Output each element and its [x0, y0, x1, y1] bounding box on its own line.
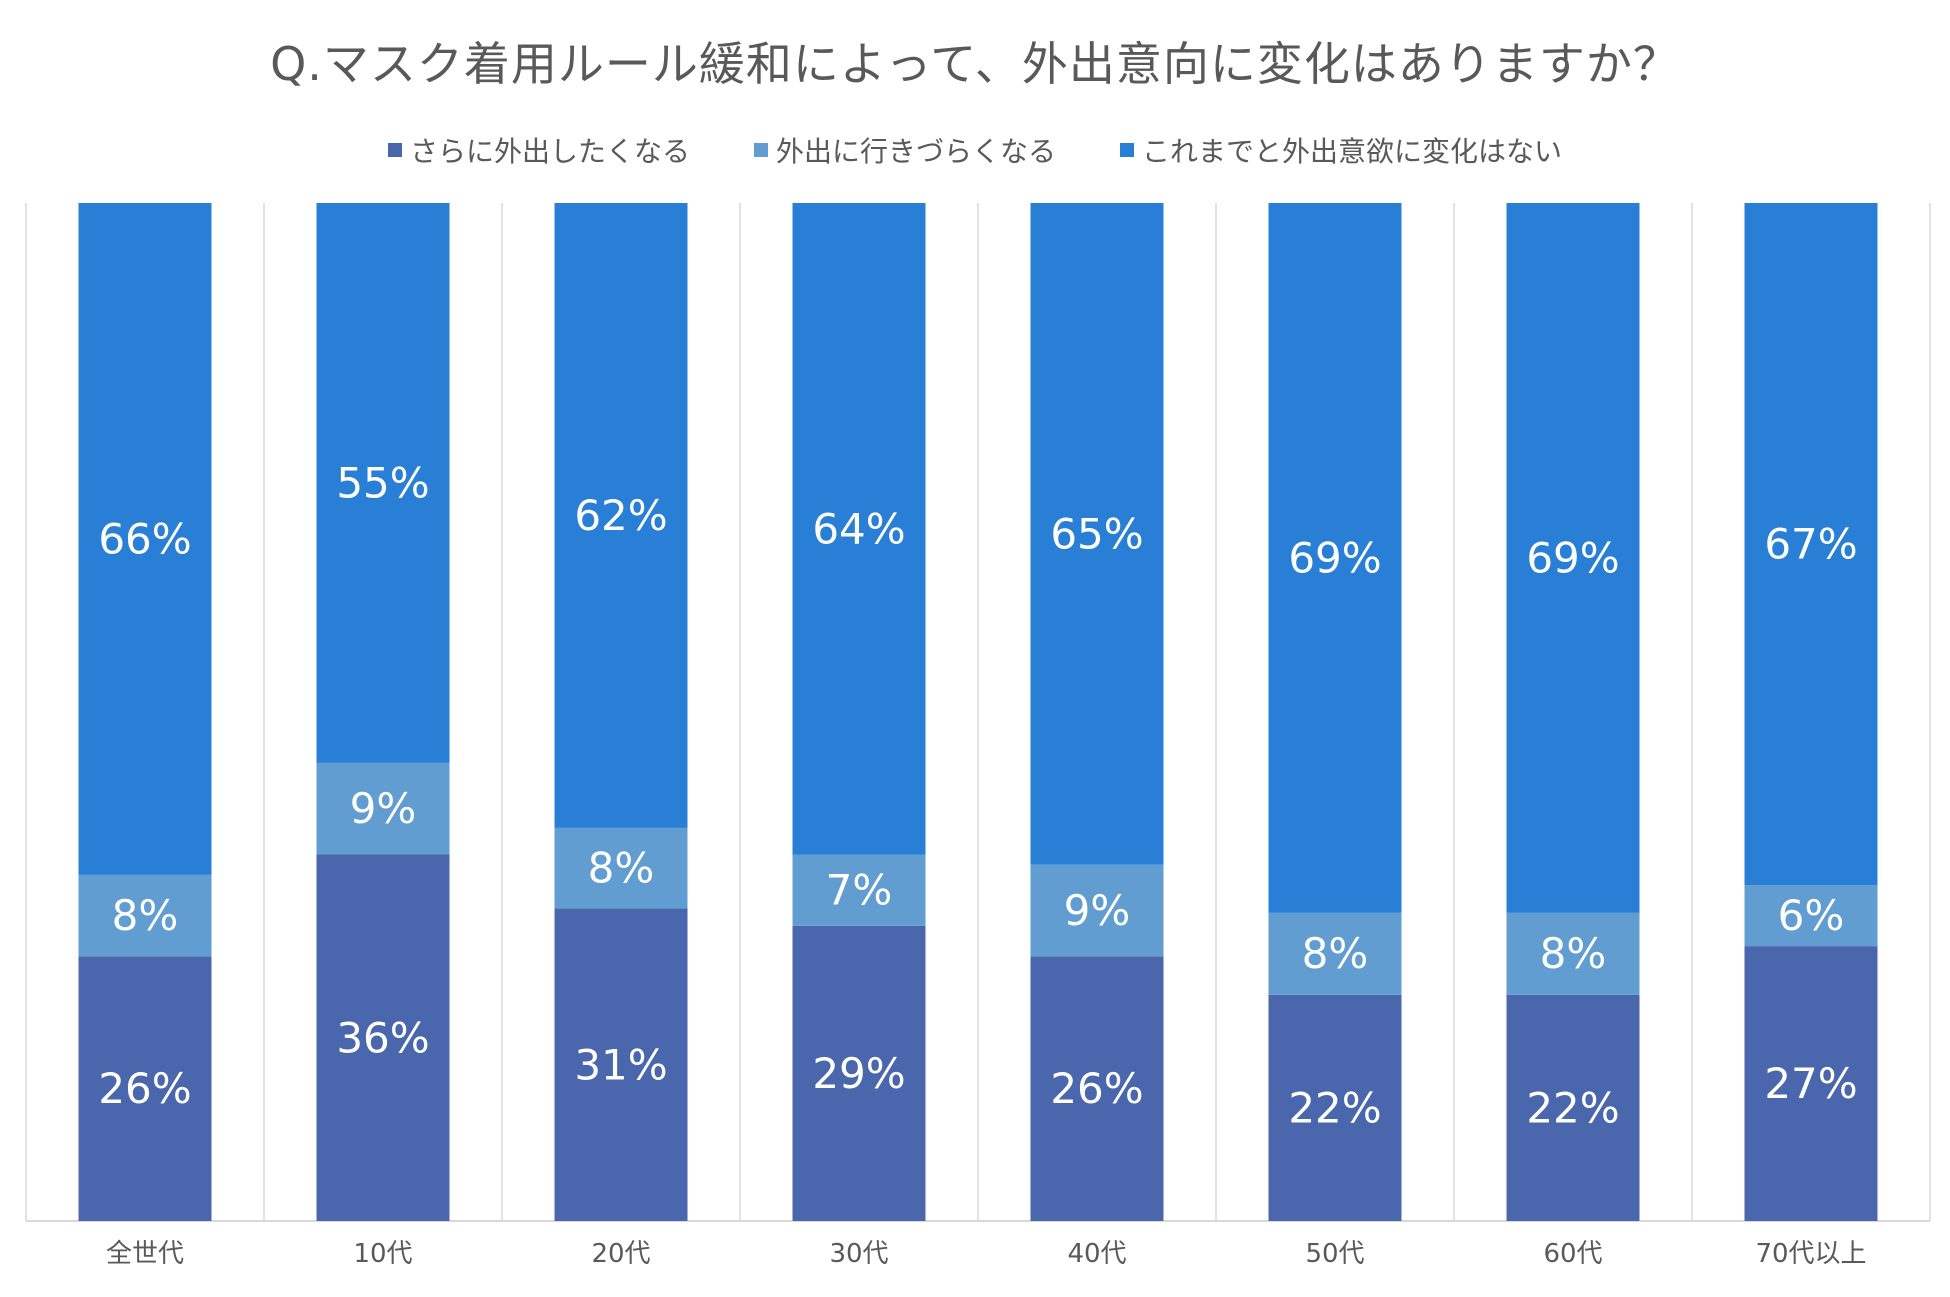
bar-segment — [1744, 885, 1878, 947]
bar-segment — [316, 203, 450, 763]
chart-legend: さらに外出したくなる 外出に行きづらくなる これまでと外出意欲に変化はない — [0, 130, 1950, 170]
data-label: 9% — [1064, 886, 1131, 935]
bar-segment — [1744, 946, 1878, 1221]
data-label: 67% — [1764, 520, 1857, 569]
bar-segment — [1744, 203, 1878, 886]
legend-item-more-outing: さらに外出したくなる — [387, 130, 690, 170]
data-label: 62% — [574, 491, 667, 540]
data-label: 8% — [588, 844, 655, 893]
bar-segment — [554, 827, 688, 909]
legend-label-harder-outing: 外出に行きづらくなる — [775, 135, 1056, 168]
bar-segment — [1506, 203, 1640, 913]
data-label: 26% — [98, 1064, 191, 1113]
bar-segment — [1030, 203, 1164, 865]
bar-segment — [1030, 956, 1164, 1221]
legend-label-no-change: これまでと外出意欲に変化はない — [1142, 135, 1563, 168]
data-label: 9% — [350, 784, 417, 833]
bar-segment — [792, 925, 926, 1221]
bar-segment — [78, 874, 212, 957]
x-tick-label: 40代 — [1067, 1239, 1126, 1269]
chart-title: Q.マスク着用ルール緩和によって、外出意向に変化はありますか？ — [270, 37, 1680, 91]
data-label: 22% — [1526, 1083, 1619, 1132]
bar-segment — [1506, 994, 1640, 1221]
x-tick-label: 10代 — [353, 1239, 412, 1269]
data-label: 36% — [336, 1013, 429, 1062]
data-label: 29% — [812, 1049, 905, 1098]
data-label: 64% — [812, 504, 905, 553]
data-label: 69% — [1288, 533, 1381, 582]
data-label: 22% — [1288, 1083, 1381, 1132]
data-label: 7% — [826, 866, 893, 915]
bar-segment — [554, 203, 688, 828]
x-tick-label: 70代以上 — [1755, 1239, 1866, 1269]
bar-segment — [316, 762, 450, 855]
data-label: 65% — [1050, 509, 1143, 558]
bar-segment — [792, 203, 926, 855]
bar-segment — [1506, 912, 1640, 995]
data-label: 8% — [1302, 929, 1369, 978]
bar-segment — [316, 854, 450, 1221]
bar-segment — [78, 203, 212, 875]
bar-segment — [78, 956, 212, 1221]
x-tick-label: 全世代 — [106, 1239, 184, 1269]
bar-segment — [1268, 994, 1402, 1221]
bar-segment — [1268, 912, 1402, 995]
bar-segment — [554, 908, 688, 1221]
legend-item-no-change: これまでと外出意欲に変化はない — [1120, 130, 1562, 170]
x-tick-label: 30代 — [829, 1239, 888, 1269]
bar-segment — [1268, 203, 1402, 913]
legend-item-harder-outing: 外出に行きづらくなる — [753, 130, 1056, 170]
data-label: 69% — [1526, 533, 1619, 582]
data-label: 66% — [98, 514, 191, 563]
data-label: 31% — [574, 1040, 667, 1089]
data-label: 27% — [1764, 1059, 1857, 1108]
data-label: 8% — [1540, 929, 1607, 978]
data-label: 55% — [336, 458, 429, 507]
x-tick-label: 50代 — [1305, 1239, 1364, 1269]
legend-swatch-no-change — [1120, 143, 1134, 157]
legend-label-more-outing: さらに外出したくなる — [409, 135, 690, 168]
legend-swatch-more-outing — [387, 143, 402, 157]
x-tick-label: 20代 — [591, 1239, 650, 1269]
data-label: 6% — [1778, 891, 1845, 940]
data-label: 8% — [112, 891, 179, 940]
x-tick-label: 60代 — [1543, 1239, 1602, 1269]
legend-swatch-harder-outing — [753, 143, 768, 157]
data-label: 26% — [1050, 1064, 1143, 1113]
bar-segment — [1030, 864, 1164, 957]
bar-segment — [792, 854, 926, 926]
